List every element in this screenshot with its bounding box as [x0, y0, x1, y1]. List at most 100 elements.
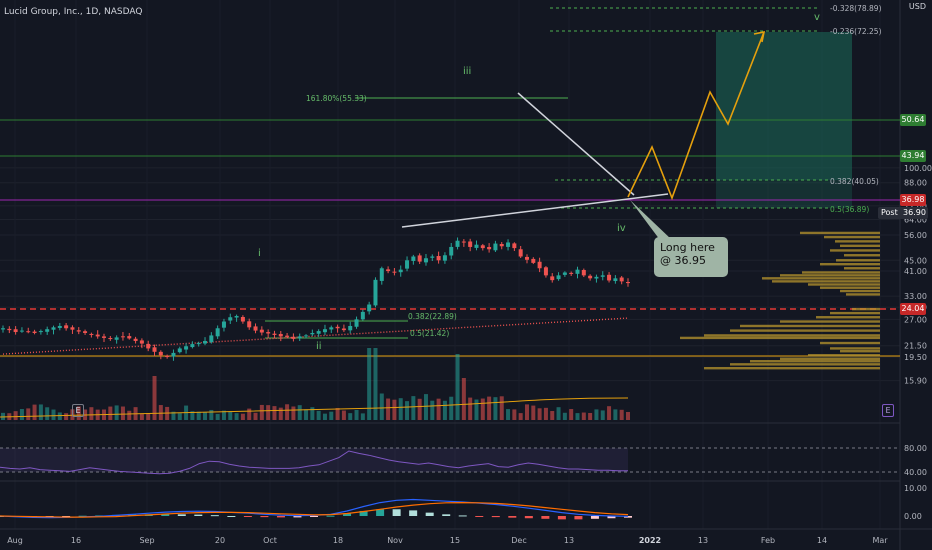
volume-bar [253, 412, 258, 420]
candle-body [607, 274, 612, 281]
candle-body [468, 241, 473, 247]
volume-profile-bar [830, 249, 880, 252]
volume-bar [19, 409, 24, 420]
post-label: Post [881, 208, 898, 217]
volume-profile-bar [730, 363, 880, 366]
candle-body [436, 256, 441, 261]
price-axis-label: 41.00 [904, 267, 927, 276]
volume-bar [360, 413, 365, 420]
time-axis-label: 2022 [639, 536, 661, 545]
volume-bar [171, 411, 176, 420]
candle-body [594, 276, 599, 279]
volume-bar [524, 404, 529, 420]
volume-bar [613, 409, 618, 420]
time-axis-label: Nov [387, 536, 403, 545]
volume-bar [506, 409, 511, 420]
candle-body [133, 338, 138, 341]
volume-bar [316, 410, 321, 420]
candle-body [7, 328, 12, 331]
candle-body [449, 246, 454, 256]
macd-histogram-bar [227, 516, 236, 517]
chart-annotation: i [258, 248, 261, 259]
volume-bar [348, 413, 353, 420]
volume-bar [114, 405, 119, 420]
candle-body [556, 275, 561, 280]
candle-body [70, 327, 75, 330]
volume-bar [196, 411, 201, 420]
volume-bar [442, 400, 447, 420]
candle-body [32, 331, 37, 333]
price-axis-label: 33.00 [904, 292, 927, 301]
earnings-badge[interactable]: E [882, 404, 894, 417]
candle-body [348, 325, 353, 331]
price-candles [1, 237, 630, 361]
candle-body [234, 315, 239, 318]
candle-body [518, 249, 523, 257]
macd-histogram-bar [359, 510, 368, 516]
macd-histogram-bar [491, 516, 500, 518]
volume-profile-bar [808, 283, 880, 286]
volume-bar [626, 411, 630, 420]
volume-profile-bar [750, 360, 880, 363]
volume-bar [291, 406, 296, 420]
macd-axis-label: 10.00 [904, 484, 927, 493]
volume-bar [247, 408, 252, 420]
candle-body [272, 333, 277, 335]
volume-bar [392, 399, 397, 420]
candle-body [247, 321, 252, 328]
volume-bar [272, 406, 277, 420]
candle-body [190, 344, 195, 348]
volume-bar [581, 412, 586, 420]
macd-histogram-bar [442, 514, 451, 516]
volume-profile-bar [704, 367, 880, 370]
candle-body [102, 336, 107, 338]
candle-body [379, 268, 384, 281]
volume-bar [240, 413, 245, 420]
candle-body [562, 272, 567, 275]
time-axis-label: 18 [333, 536, 343, 545]
volume-bar [430, 400, 435, 420]
candle-body [423, 258, 428, 263]
volume-bar [619, 409, 624, 420]
volume-bar [127, 410, 132, 420]
price-axis-label: 88.00 [904, 179, 927, 188]
volume-bar [120, 406, 125, 420]
volume-profile-bar [840, 244, 880, 248]
earnings-badge[interactable]: E [72, 404, 84, 417]
candle-body [304, 335, 309, 337]
time-axis-label: 16 [71, 536, 81, 545]
candle-body [442, 255, 447, 261]
candle-body [499, 244, 504, 247]
time-axis[interactable]: Aug 16 Sep 20 Oct 18 Nov 15 Dec 13 2022 13 Feb 14 Mar [7, 536, 888, 545]
candle-body [253, 326, 258, 331]
candle-body [139, 340, 144, 344]
macd-histogram-bar [624, 516, 632, 518]
candle-body [398, 269, 403, 273]
candle-body [259, 329, 264, 333]
volume-bar [373, 348, 378, 420]
volume-bar [512, 409, 517, 420]
macd-histogram-bar [293, 516, 302, 518]
volume-profile-bar [844, 254, 880, 257]
volume-bar [1, 412, 5, 420]
price-tag: 24.04 [900, 303, 926, 315]
candle-body [165, 355, 170, 357]
volume-bar [493, 397, 498, 420]
candle-body [120, 336, 125, 338]
candle-body [354, 319, 359, 327]
volume-bar [594, 409, 599, 420]
candle-body [291, 336, 296, 339]
candle-body [531, 258, 536, 263]
macd-histogram-bar [607, 516, 616, 519]
candle-body [89, 333, 94, 335]
candle-body [405, 260, 410, 269]
candle-body [266, 332, 271, 334]
candle-body [487, 247, 492, 250]
volume-profile-bar [802, 271, 880, 274]
volume-bar [297, 405, 302, 420]
macd-histogram-bar [508, 516, 517, 518]
volume-bar [215, 413, 220, 420]
trendline-upper [517, 92, 635, 196]
volume-bar [152, 376, 157, 420]
